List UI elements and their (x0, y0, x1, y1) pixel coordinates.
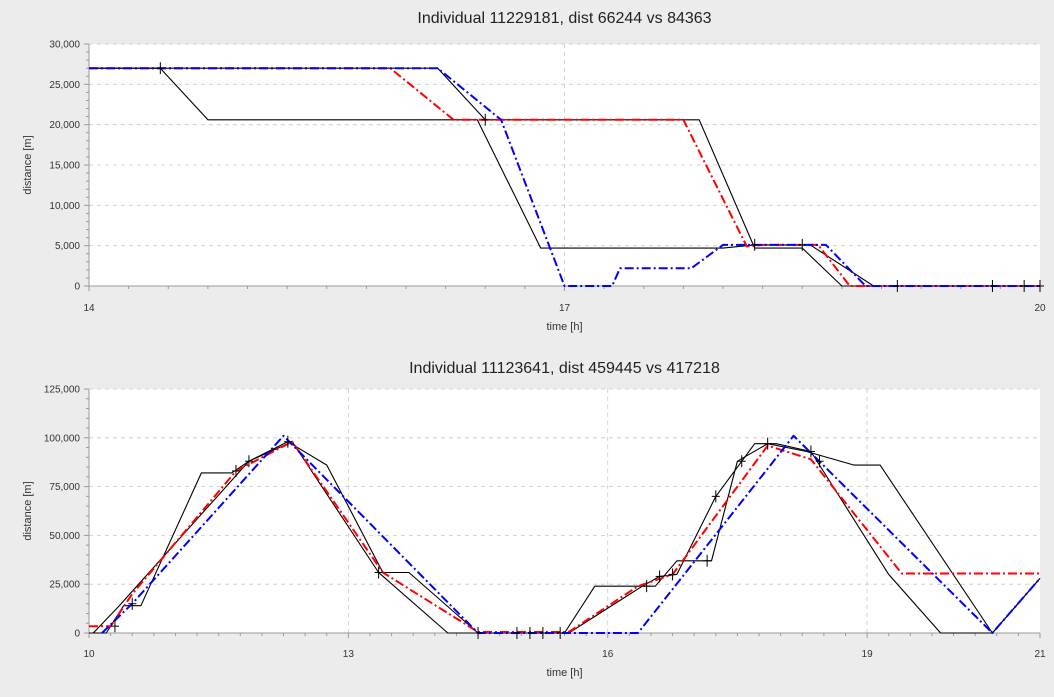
chart-top: 14 17 20 0 5,000 10,000 15,000 20,000 25,000 30,0… (22, 10, 1046, 333)
c1-marker-19 (815, 455, 824, 468)
c1-x-axis-label: time [h] (546, 667, 582, 679)
c1-marker-13 (668, 568, 677, 581)
c0-y-tick-label: 25,000 (49, 80, 80, 91)
c0-marker-1 (481, 113, 490, 126)
c1-marker-12 (655, 570, 664, 583)
c0-y-tick-label: 0 (74, 282, 80, 293)
c0-x-axis-label: time [h] (546, 321, 582, 333)
c0-y-tick-label: 15,000 (49, 161, 80, 172)
c1-marker-5 (374, 566, 383, 579)
c1-y-tick-label: 50,000 (49, 531, 80, 542)
c0-y-tick-label: 30,000 (49, 40, 80, 51)
c0-marker-2 (750, 238, 759, 251)
c1-marker-14 (703, 554, 712, 567)
c1-marker-8 (525, 627, 534, 639)
c1-marker-16 (737, 455, 746, 468)
c1-marker-10 (556, 627, 565, 639)
c0-x-tick-label: 20 (1034, 303, 1046, 314)
c1-y-tick-label: 0 (74, 629, 80, 640)
c0-marker-3 (798, 238, 807, 251)
c1-chart-title: Individual 11123641, dist 459445 vs 4172… (409, 360, 720, 377)
c0-series-line-0 (89, 67, 1040, 287)
c0-chart-title: Individual 11229181, dist 66244 vs 84363 (417, 10, 711, 27)
c1-x-tick-label: 19 (862, 649, 874, 660)
c0-y-axis-label: distance [m] (22, 135, 34, 194)
c0-marker-4 (893, 280, 902, 292)
c0-y-tick-label: 10,000 (49, 201, 80, 212)
c0-x-tick-label: 17 (559, 303, 571, 314)
chart-bottom: 10 13 16 19 21 0 25,000 50,000 75,000 100,000 125,… (22, 360, 1046, 679)
c1-x-tick-label: 21 (1034, 649, 1046, 660)
c1-marker-4 (283, 435, 292, 448)
c1-marker-18 (806, 445, 815, 458)
c1-marker-15 (711, 490, 720, 503)
c0-series-line-2 (89, 67, 1040, 287)
c1-marker-3 (244, 455, 253, 468)
c1-marker-6 (474, 627, 483, 639)
c0-y-tick-label: 5,000 (55, 241, 80, 252)
c0-marker-7 (1036, 280, 1044, 292)
c0-marker-6 (1020, 280, 1029, 292)
c1-x-tick-label: 13 (343, 649, 355, 660)
c1-marker-2 (231, 464, 240, 477)
c1-marker-9 (538, 627, 547, 639)
c1-marker-1 (128, 597, 137, 610)
c1-y-tick-label: 25,000 (49, 580, 80, 591)
c1-marker-11 (642, 580, 651, 593)
c1-y-tick-label: 125,000 (44, 385, 81, 396)
c0-y-tick-label: 20,000 (49, 120, 80, 131)
c1-y-axis-label: distance [m] (22, 481, 34, 540)
c1-marker-7 (512, 627, 521, 639)
c1-y-tick-label: 100,000 (44, 433, 81, 444)
c0-marker-5 (988, 280, 997, 292)
c0-series-line-3 (89, 67, 1040, 287)
c1-x-tick-label: 10 (83, 649, 95, 660)
c1-plot-area (89, 389, 1040, 633)
c1-marker-0 (110, 620, 119, 633)
c0-marker-0 (156, 62, 165, 75)
c0-series-line-1 (89, 67, 1040, 287)
c1-marker-17 (763, 437, 772, 450)
c1-x-tick-label: 16 (602, 649, 614, 660)
c0-x-tick-label: 14 (83, 303, 95, 314)
c1-y-tick-label: 75,000 (49, 482, 80, 493)
